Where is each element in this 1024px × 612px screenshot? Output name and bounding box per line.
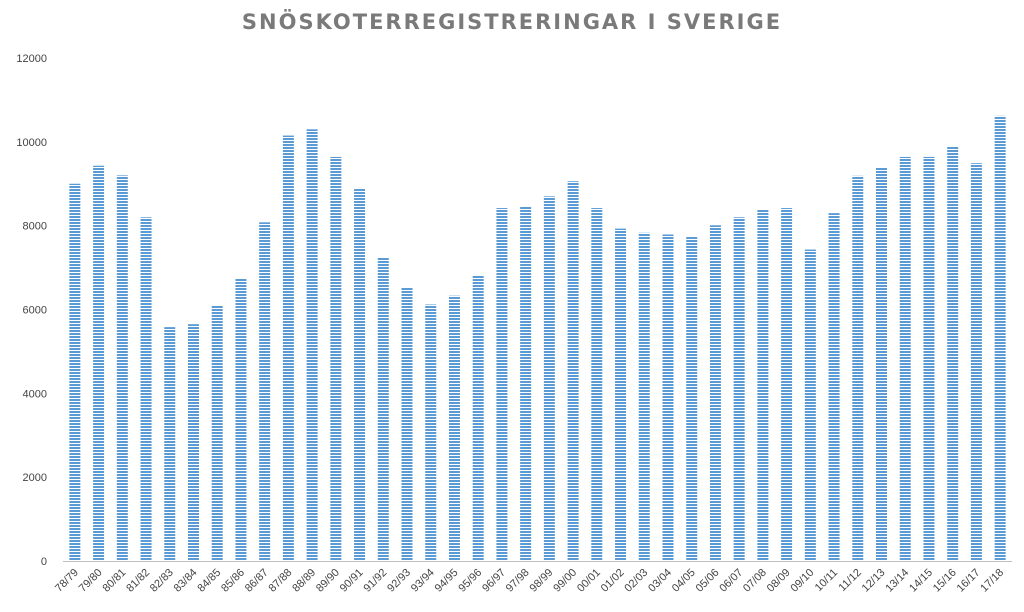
bar-17-18 <box>994 115 1006 561</box>
bar-04-05 <box>686 236 698 561</box>
bar-01-02 <box>615 228 627 561</box>
x-tick-label: 85/86 <box>219 567 247 595</box>
bar-06-07 <box>733 217 745 561</box>
bar-08-09 <box>781 208 793 561</box>
x-tick-label: 10/11 <box>813 567 840 594</box>
x-tick-label: 07/08 <box>741 567 769 595</box>
x-tick-label: 78/79 <box>53 567 81 595</box>
x-tick-label: 84/85 <box>195 567 223 595</box>
bar-80-81 <box>116 175 128 561</box>
bar-82-83 <box>164 327 176 561</box>
bar-78-79 <box>69 183 81 561</box>
x-tick-label: 92/93 <box>385 567 413 595</box>
x-tick-label: 02/03 <box>622 567 650 595</box>
bar-13-14 <box>899 156 911 562</box>
x-tick-label: 06/07 <box>717 567 745 595</box>
bar-05-06 <box>709 225 721 561</box>
bar-00-01 <box>591 208 603 561</box>
bar-96-97 <box>496 208 508 561</box>
bar-11-12 <box>852 175 864 562</box>
x-tick-label: 88/89 <box>290 567 318 595</box>
x-tick-label: 86/87 <box>243 567 271 595</box>
bar-89-90 <box>330 156 342 562</box>
x-axis: 78/7979/8080/8181/8282/8383/8484/8585/86… <box>53 561 1012 595</box>
bar-94-95 <box>448 295 460 561</box>
bar-12-13 <box>876 166 888 562</box>
bar-97-98 <box>520 206 532 562</box>
x-tick-label: 95/96 <box>456 567 484 595</box>
x-tick-label: 81/82 <box>124 567 152 595</box>
x-tick-label: 79/80 <box>77 567 105 595</box>
bar-98-99 <box>543 196 555 561</box>
bar-02-03 <box>638 232 650 562</box>
y-tick-label: 8000 <box>23 221 47 233</box>
x-tick-label: 15/16 <box>931 567 959 595</box>
x-tick-label: 14/15 <box>907 567 935 595</box>
bar-95-96 <box>472 275 484 561</box>
bar-03-04 <box>662 234 674 561</box>
x-tick-label: 99/00 <box>551 567 579 595</box>
bar-90-91 <box>354 187 366 561</box>
x-tick-label: 97/98 <box>504 567 532 595</box>
bar-99-00 <box>567 181 579 562</box>
y-tick-label: 4000 <box>23 388 47 400</box>
bar-86-87 <box>259 222 271 561</box>
x-tick-label: 87/88 <box>267 567 295 595</box>
x-tick-label: 94/95 <box>433 567 461 595</box>
x-tick-label: 03/04 <box>646 567 674 595</box>
chart-title: SNÖSKOTERREGISTRERINGAR I SVERIGE <box>241 10 783 34</box>
x-tick-label: 16/17 <box>955 567 983 595</box>
x-tick-label: 93/94 <box>409 567 437 595</box>
x-tick-label: 80/81 <box>100 567 128 595</box>
bar-87-88 <box>282 135 294 562</box>
bar-10-11 <box>828 213 840 561</box>
bar-14-15 <box>923 156 935 562</box>
y-axis: 0 2000 4000 6000 8000 10000 12000 <box>16 53 47 568</box>
x-tick-label: 12/13 <box>860 567 888 595</box>
x-tick-label: 09/10 <box>789 567 817 595</box>
x-tick-label: 05/06 <box>694 567 722 595</box>
x-tick-label: 91/92 <box>361 567 389 595</box>
y-tick-label: 0 <box>41 556 47 568</box>
bar-85-86 <box>235 278 247 561</box>
x-tick-label: 96/97 <box>480 567 508 595</box>
x-tick-label: 13/14 <box>883 567 911 595</box>
x-tick-label: 04/05 <box>670 567 698 595</box>
bars <box>69 115 1006 562</box>
y-tick-label: 2000 <box>23 472 47 484</box>
x-tick-label: 83/84 <box>172 567 200 595</box>
y-tick-label: 12000 <box>16 53 47 65</box>
x-tick-label: 82/83 <box>148 567 176 595</box>
x-tick-label: 98/99 <box>528 567 556 595</box>
x-tick-label: 11/12 <box>837 567 864 594</box>
x-tick-label: 90/91 <box>338 567 366 595</box>
x-tick-label: 01/02 <box>599 567 627 595</box>
x-tick-label: 89/90 <box>314 567 342 595</box>
bar-91-92 <box>377 257 389 561</box>
bar-83-84 <box>187 324 199 561</box>
bar-07-08 <box>757 209 769 561</box>
bar-88-89 <box>306 129 318 561</box>
bar-92-93 <box>401 287 413 561</box>
x-tick-label: 08/09 <box>765 567 793 595</box>
y-tick-label: 6000 <box>23 305 47 317</box>
x-tick-label: 17/18 <box>978 567 1006 595</box>
bar-81-82 <box>140 217 152 561</box>
bar-16-17 <box>970 163 982 561</box>
bar-09-10 <box>804 249 816 561</box>
bar-84-85 <box>211 305 223 561</box>
bar-15-16 <box>947 146 959 561</box>
x-tick-label: 00/01 <box>575 567 603 595</box>
y-tick-label: 10000 <box>16 137 47 149</box>
bar-79-80 <box>93 165 105 562</box>
bar-93-94 <box>425 304 437 561</box>
